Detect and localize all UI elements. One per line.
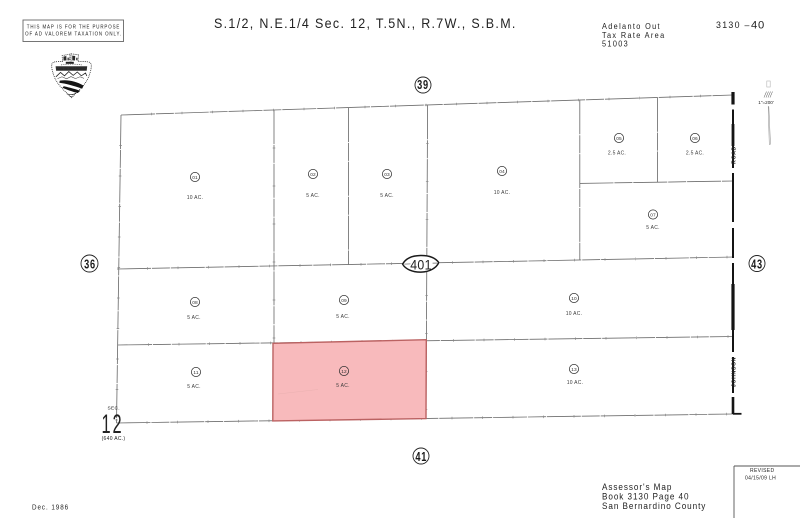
svg-text:THIS MAP IS FOR THE PURPOSE: THIS MAP IS FOR THE PURPOSE <box>27 24 120 30</box>
svg-text:REVISED: REVISED <box>750 468 774 474</box>
svg-text:Adelanto Out: Adelanto Out <box>602 21 661 31</box>
svg-text:401: 401 <box>410 257 431 273</box>
svg-text:12: 12 <box>341 369 347 375</box>
svg-text:3130 –: 3130 – <box>716 20 751 30</box>
svg-text:2.5 AC.: 2.5 AC. <box>608 151 626 157</box>
svg-text:5 AC.: 5 AC. <box>646 225 659 231</box>
svg-text:ROAD: ROAD <box>731 146 737 164</box>
svg-text:5 AC.: 5 AC. <box>336 383 349 389</box>
svg-text:04: 04 <box>499 169 505 175</box>
svg-text:5 AC.: 5 AC. <box>187 384 200 390</box>
svg-text:13: 13 <box>571 367 577 373</box>
svg-text:S.1/2, N.E.1/4 Sec. 12, T.5N.,: S.1/2, N.E.1/4 Sec. 12, T.5N., R.7W., S.… <box>214 15 517 31</box>
svg-text:43: 43 <box>751 258 763 272</box>
svg-text:5 AC.: 5 AC. <box>336 314 349 320</box>
svg-text:(640 AC.): (640 AC.) <box>102 436 126 442</box>
svg-text:1"=200': 1"=200' <box>758 100 774 105</box>
svg-text:10 AC.: 10 AC. <box>566 311 583 317</box>
svg-text:10 AC.: 10 AC. <box>187 195 204 201</box>
svg-text:OF AD VALOREM TAXATION ONLY.: OF AD VALOREM TAXATION ONLY. <box>25 31 122 37</box>
svg-text:05: 05 <box>616 136 622 142</box>
svg-text:51003: 51003 <box>602 39 629 49</box>
svg-text:San Bernardino County: San Bernardino County <box>602 500 706 511</box>
svg-text:10: 10 <box>571 296 577 302</box>
svg-text:Dec. 1986: Dec. 1986 <box>32 504 69 512</box>
svg-text:5 AC.: 5 AC. <box>187 315 200 321</box>
svg-text:5 AC.: 5 AC. <box>380 193 393 199</box>
svg-text:41: 41 <box>415 451 427 465</box>
svg-text:10 AC.: 10 AC. <box>567 380 584 386</box>
svg-text:2.5 AC.: 2.5 AC. <box>686 151 704 157</box>
svg-text:39: 39 <box>417 79 429 93</box>
svg-text:09: 09 <box>341 298 347 304</box>
svg-text:02: 02 <box>310 172 316 178</box>
svg-text:03: 03 <box>384 172 390 178</box>
svg-text:Tax Rate Area: Tax Rate Area <box>602 30 666 40</box>
svg-text:08: 08 <box>192 300 198 306</box>
svg-text:Book 3130 Page 40: Book 3130 Page 40 <box>602 491 689 502</box>
svg-text:07: 07 <box>650 212 656 218</box>
svg-text:SAN BERNARDINO: SAN BERNARDINO <box>57 67 87 71</box>
svg-text:04/15/09 LH: 04/15/09 LH <box>745 475 776 481</box>
svg-text:40: 40 <box>751 20 765 32</box>
svg-text:36: 36 <box>84 258 96 272</box>
svg-text:12: 12 <box>102 409 124 439</box>
svg-text:SEC.: SEC. <box>107 406 119 412</box>
svg-text:01: 01 <box>192 175 198 181</box>
svg-text:JOHNSON: JOHNSON <box>731 357 737 387</box>
svg-text:06: 06 <box>692 136 698 142</box>
svg-text:5 AC.: 5 AC. <box>306 193 319 199</box>
svg-text:11: 11 <box>193 370 198 376</box>
svg-text:Assessor's Map: Assessor's Map <box>602 481 672 492</box>
svg-text:10 AC.: 10 AC. <box>494 190 511 196</box>
